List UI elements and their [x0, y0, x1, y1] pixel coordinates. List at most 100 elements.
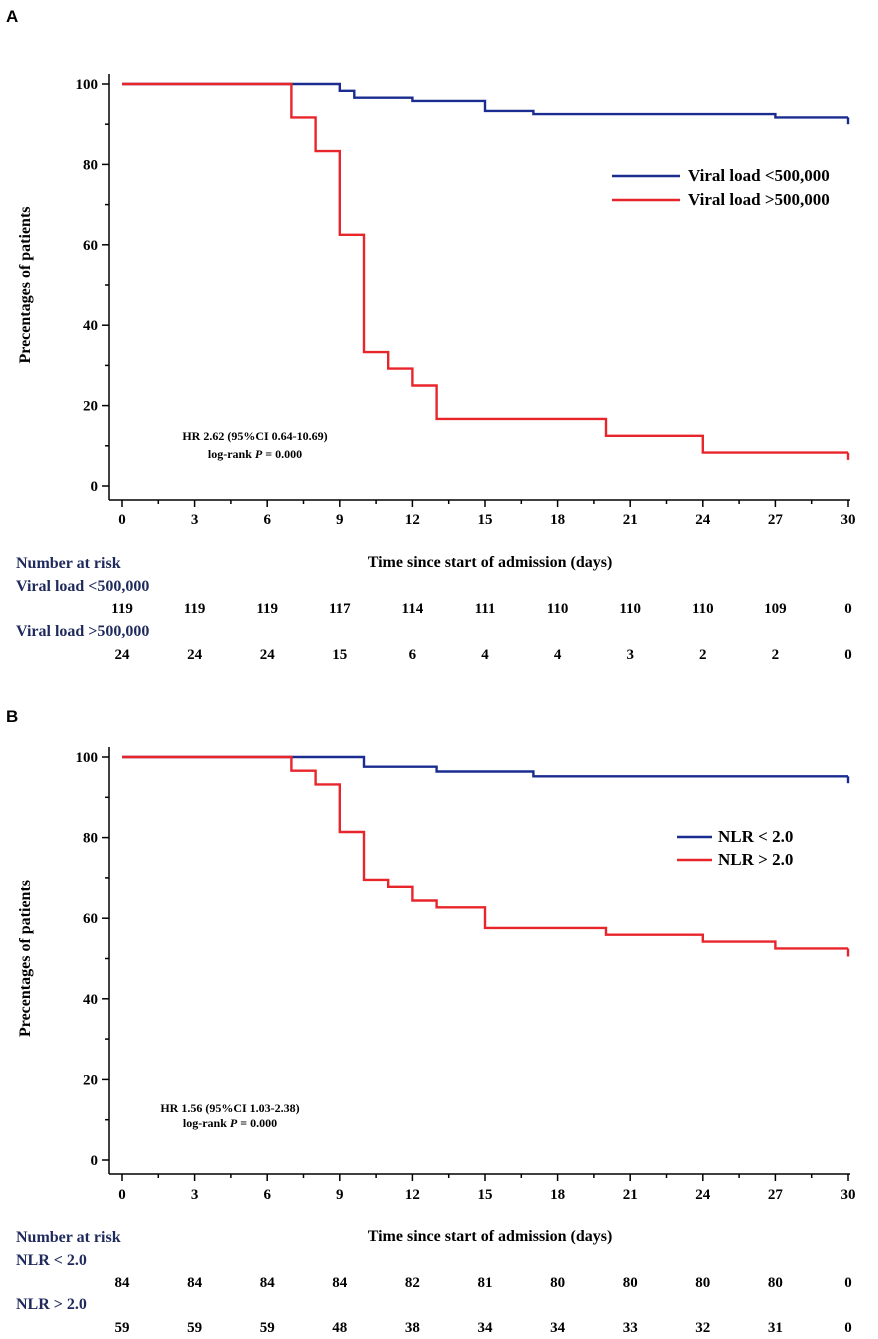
x-tick-label: 21	[623, 1187, 638, 1203]
series-line-red	[122, 755, 848, 950]
risk-value: 24	[115, 647, 131, 663]
x-tick-label: 18	[550, 1187, 565, 1203]
y-tick-label: 20	[83, 1072, 98, 1088]
x-tick-label: 3	[191, 1187, 199, 1203]
risk-value: 4	[554, 647, 562, 663]
x-tick-label: 30	[841, 1187, 856, 1203]
x-tick-label: 15	[478, 512, 493, 528]
y-axis-title: Precentages of patients	[17, 880, 34, 1037]
risk-row-label: Viral load <500,000	[16, 578, 149, 595]
risk-value: 80	[695, 1275, 710, 1291]
risk-value: 4	[481, 647, 489, 663]
x-tick-label: 3	[191, 512, 199, 528]
hr-annotation: HR 1.56 (95%CI 1.03-2.38)	[160, 1101, 299, 1115]
legend-label: Viral load >500,000	[688, 190, 830, 209]
risk-value: 84	[260, 1275, 276, 1291]
logrank-annotation: log-rank P = 0.000	[183, 1116, 277, 1130]
risk-value: 80	[768, 1275, 783, 1291]
risk-value: 0	[844, 1275, 852, 1291]
risk-row-label: Viral load >500,000	[16, 623, 149, 640]
risk-value: 80	[623, 1275, 638, 1291]
legend-label: NLR < 2.0	[718, 827, 793, 846]
panel-letter: B	[6, 707, 18, 726]
risk-value: 59	[187, 1320, 202, 1336]
risk-value: 24	[260, 647, 276, 663]
series-line-blue	[122, 755, 848, 778]
x-tick-label: 21	[623, 512, 638, 528]
panel-letter: A	[6, 7, 18, 26]
risk-value: 59	[260, 1320, 275, 1336]
legend-label: NLR > 2.0	[718, 850, 793, 869]
risk-table-title: Number at risk	[16, 555, 121, 572]
risk-value: 80	[550, 1275, 565, 1291]
x-tick-label: 27	[768, 1187, 784, 1203]
y-tick-label: 60	[83, 238, 98, 254]
x-tick-label: 0	[118, 1187, 126, 1203]
x-axis-title: Time since start of admission (days)	[368, 554, 613, 571]
risk-value: 38	[405, 1320, 420, 1336]
risk-value: 82	[405, 1275, 420, 1291]
x-tick-label: 0	[118, 512, 126, 528]
risk-value: 6	[409, 647, 417, 663]
risk-value: 15	[332, 647, 347, 663]
legend-label: Viral load <500,000	[688, 166, 830, 185]
x-tick-label: 12	[405, 512, 420, 528]
logrank-annotation: log-rank P = 0.000	[208, 447, 302, 461]
risk-value: 119	[184, 601, 206, 617]
x-tick-label: 30	[841, 512, 856, 528]
risk-value: 117	[329, 601, 351, 617]
y-tick-label: 40	[83, 318, 98, 334]
x-tick-label: 12	[405, 1187, 420, 1203]
risk-value: 3	[626, 647, 634, 663]
x-tick-label: 27	[768, 512, 784, 528]
risk-value: 0	[844, 647, 852, 663]
y-tick-label: 80	[83, 831, 98, 847]
y-tick-label: 100	[76, 750, 99, 766]
x-tick-label: 24	[695, 512, 711, 528]
risk-value: 110	[547, 601, 569, 617]
risk-value: 0	[844, 1320, 852, 1336]
y-tick-label: 60	[83, 911, 98, 927]
risk-row-label: NLR < 2.0	[16, 1252, 87, 1269]
risk-value: 2	[772, 647, 780, 663]
risk-value: 59	[115, 1320, 130, 1336]
risk-value: 0	[844, 601, 852, 617]
x-tick-label: 18	[550, 512, 565, 528]
x-tick-label: 6	[263, 1187, 271, 1203]
x-tick-label: 9	[336, 1187, 344, 1203]
risk-value: 110	[692, 601, 714, 617]
risk-table-title: Number at risk	[16, 1229, 121, 1246]
risk-value: 111	[475, 601, 496, 617]
y-axis-title: Precentages of patients	[17, 207, 34, 364]
risk-value: 84	[187, 1275, 203, 1291]
x-axis-title: Time since start of admission (days)	[368, 1228, 613, 1245]
risk-value: 119	[111, 601, 133, 617]
risk-value: 110	[619, 601, 641, 617]
x-tick-label: 6	[263, 512, 271, 528]
x-tick-label: 15	[478, 1187, 493, 1203]
risk-value: 32	[695, 1320, 710, 1336]
risk-value: 81	[478, 1275, 493, 1291]
y-tick-label: 80	[83, 157, 98, 173]
y-tick-label: 40	[83, 992, 98, 1008]
risk-value: 84	[115, 1275, 131, 1291]
risk-value: 31	[768, 1320, 783, 1336]
risk-value: 2	[699, 647, 707, 663]
panel-b: B 0 20 40 60 80 100 0 3 6 9 12 15 18 21 24 27 30 Time sinc…	[6, 707, 856, 1336]
risk-value: 33	[623, 1320, 638, 1336]
risk-value: 119	[256, 601, 278, 617]
risk-value: 114	[402, 601, 424, 617]
hr-annotation: HR 2.62 (95%CI 0.64-10.69)	[182, 429, 327, 443]
x-tick-label: 9	[336, 512, 344, 528]
risk-value: 48	[332, 1320, 347, 1336]
risk-value: 84	[332, 1275, 348, 1291]
risk-value: 34	[478, 1320, 494, 1336]
y-tick-label: 20	[83, 399, 98, 415]
series-line-red	[122, 82, 848, 454]
risk-value: 24	[187, 647, 203, 663]
series-line-blue	[122, 82, 848, 119]
y-tick-label: 100	[76, 77, 99, 93]
y-tick-label: 0	[91, 479, 99, 495]
